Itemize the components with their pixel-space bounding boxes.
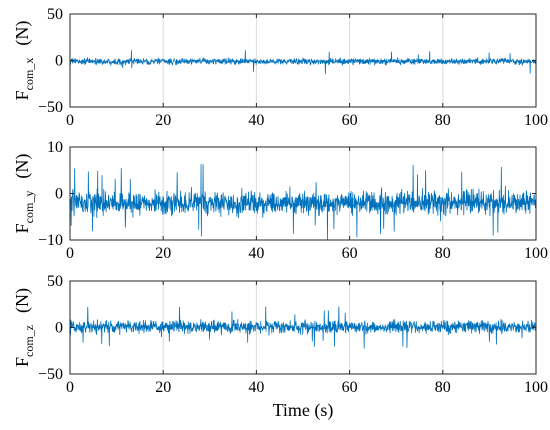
y-axis-label-main: F (12, 223, 32, 233)
series-line (69, 164, 537, 241)
y-tick-label: 0 (55, 320, 63, 337)
x-tick-label: 80 (435, 245, 451, 262)
y-tick-label: −50 (38, 366, 63, 383)
x-tick-label: 0 (66, 379, 74, 396)
y-tick-label: 0 (55, 53, 63, 70)
x-tick-label: 60 (342, 112, 358, 129)
y-axis-label-unit: (N) (12, 21, 33, 46)
x-tick-label: 20 (155, 379, 171, 396)
y-axis-label-unit: (N) (12, 154, 33, 179)
x-tick-label: 0 (66, 112, 74, 129)
y-tick-labels: 50 0 −50 (38, 273, 63, 383)
y-axis-label-sub: com_x (22, 58, 36, 91)
x-tick-labels: 0 20 40 60 80 100 (66, 379, 548, 396)
x-tick-labels: 0 20 40 60 80 100 (66, 112, 548, 129)
y-tick-labels: 50 0 −50 (38, 6, 63, 116)
x-tick-label: 40 (248, 379, 264, 396)
x-axis-label: Time (s) (273, 400, 334, 421)
x-tick-labels: 0 20 40 60 80 100 (66, 245, 548, 262)
x-tick-label: 40 (248, 112, 264, 129)
y-tick-labels: 10 0 −10 (38, 139, 63, 249)
y-axis-label-unit: (N) (12, 288, 33, 313)
panel-com-y: 0 20 40 60 80 100 100−10 Fcom_y(N) (12, 139, 548, 262)
x-tick-label: 80 (435, 112, 451, 129)
series-line (69, 306, 537, 349)
x-tick-label: 80 (435, 379, 451, 396)
y-tick-label: 10 (47, 139, 63, 156)
x-tick-label: 100 (524, 112, 548, 129)
x-tick-label: 20 (155, 245, 171, 262)
series-line (69, 50, 537, 75)
x-tick-label: 100 (524, 379, 548, 396)
y-axis-label: Fcom_y (N) (12, 154, 36, 234)
x-tick-label: 60 (342, 245, 358, 262)
x-tick-label: 60 (342, 379, 358, 396)
y-axis-label-sub: com_y (22, 191, 36, 224)
grid-lines (162, 147, 444, 240)
y-axis-label-main: F (12, 357, 32, 367)
y-axis-label-main: F (12, 90, 32, 100)
x-tick-label: 0 (66, 245, 74, 262)
y-axis-label: Fcom_z (N) (12, 288, 36, 367)
x-tick-label: 20 (155, 112, 171, 129)
y-tick-label: −50 (38, 99, 63, 116)
y-tick-label: 50 (47, 6, 63, 23)
x-tick-label: 100 (524, 245, 548, 262)
x-tick-label: 40 (248, 245, 264, 262)
y-axis-label: Fcom_x (N) (12, 21, 36, 101)
y-tick-label: 50 (47, 273, 63, 290)
y-axis-label-sub: com_z (22, 325, 36, 357)
y-tick-label: 0 (55, 186, 63, 203)
y-tick-label: −10 (38, 232, 63, 249)
panel-com-z: 0 20 40 60 80 100 500−50 Fcom_z(N) Time (s) (12, 273, 548, 421)
panel-com-x: 0 20 40 60 80 100 500−50 Fcom_x(N) (12, 6, 548, 129)
